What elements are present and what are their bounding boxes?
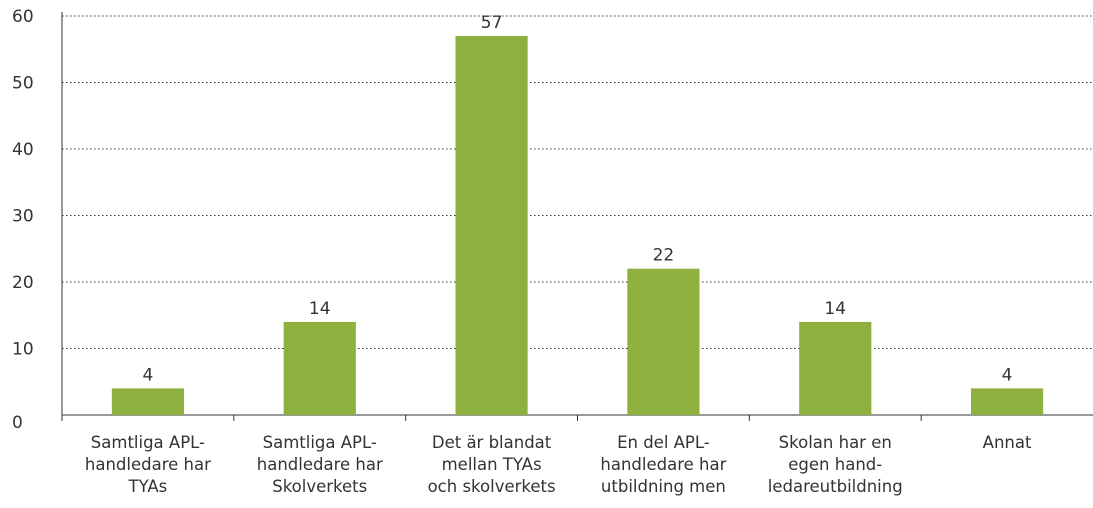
bar: [799, 321, 872, 415]
bar: [455, 35, 528, 415]
y-tick-label: 10: [12, 340, 34, 360]
x-tick-label: Samtliga APL- handledare har Skolverkets: [256, 433, 383, 496]
data-label: 57: [481, 13, 503, 33]
x-tick-label: Samtliga APL- handledare har TYAs: [84, 433, 211, 496]
data-label: 14: [309, 299, 331, 319]
data-label: 4: [143, 365, 154, 385]
y-tick-label: 20: [12, 273, 34, 293]
bar: [627, 268, 700, 415]
y-tick-label: 30: [12, 207, 34, 227]
bar: [283, 321, 356, 415]
y-tick-label: 60: [12, 7, 34, 27]
x-tick-label: Skolan har en egen hand- ledareutbildnin…: [767, 433, 903, 496]
y-tick-label: 40: [12, 140, 34, 160]
y-tick-label: 50: [12, 74, 34, 94]
data-label: 14: [824, 299, 846, 319]
x-tick-label: Annat: [982, 433, 1032, 452]
x-tick-label: En del APL- handledare har utbildning me…: [600, 433, 727, 496]
x-tick-label: Det är blandat mellan TYAs och skolverke…: [427, 433, 556, 496]
data-label: 22: [653, 246, 675, 266]
y-tick-label: 0: [12, 413, 23, 433]
bar: [970, 388, 1044, 415]
data-label: 4: [1002, 365, 1013, 385]
bar: [111, 388, 185, 415]
